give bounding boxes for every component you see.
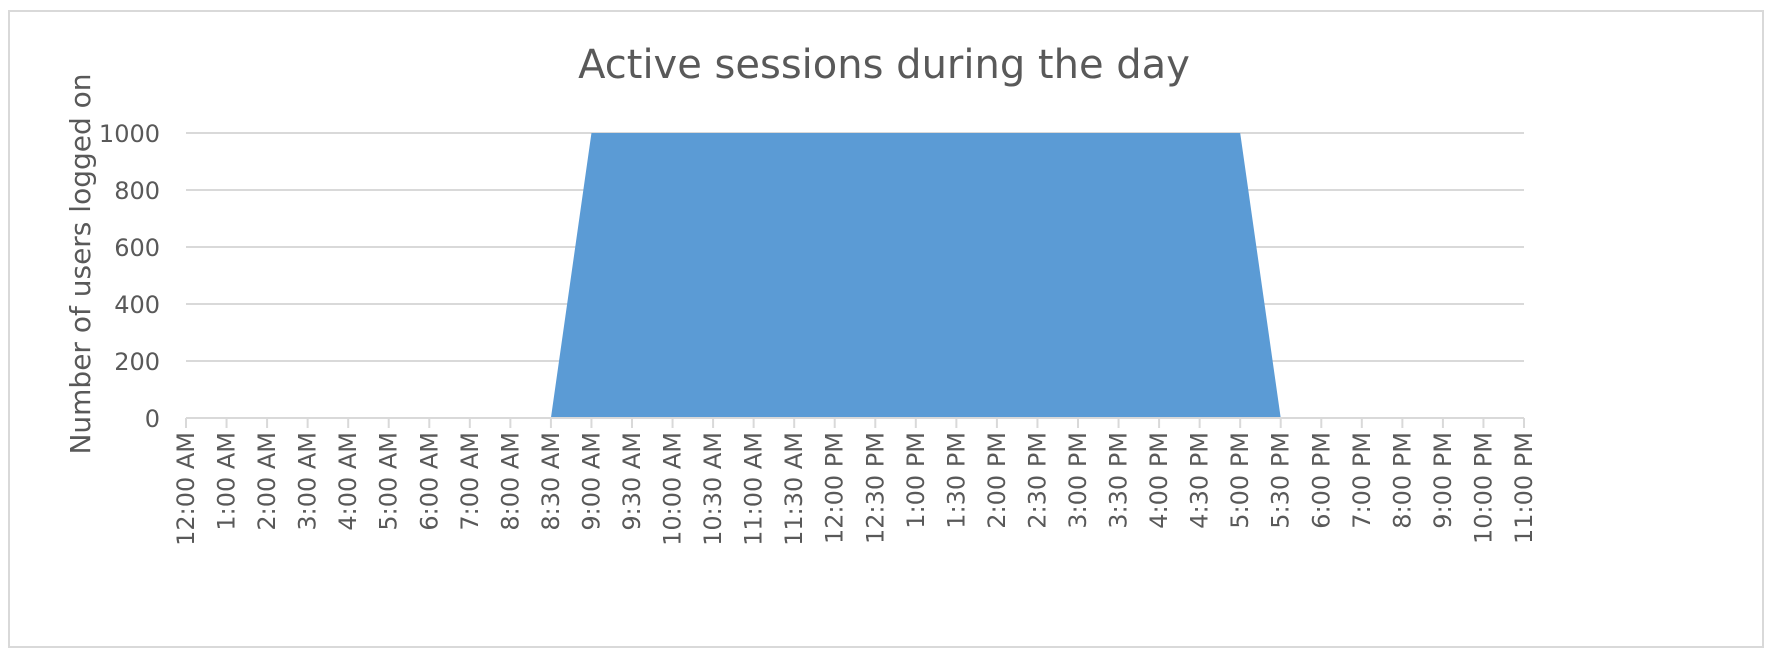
y-tick-label: 800 [114, 177, 160, 205]
y-tick-label: 400 [114, 291, 160, 319]
x-tick-label: 11:00 AM [740, 432, 768, 546]
x-tick-label: 9:30 AM [618, 432, 646, 531]
x-tick-label: 2:00 AM [253, 432, 281, 531]
x-tick-label: 12:00 AM [172, 432, 200, 546]
x-tick-label: 9:00 PM [1429, 432, 1457, 529]
x-tick-label: 3:00 PM [1064, 432, 1092, 529]
chart-frame: 0 200 400 600 800 1000 12:00 AM 1:00 AM 2:00 AM… [8, 10, 1764, 648]
x-tick-label: 6:00 AM [415, 432, 443, 531]
y-tick-label: 0 [145, 405, 160, 433]
x-tick-label: 2:30 PM [1023, 432, 1051, 529]
x-tick-label: 10:30 AM [699, 432, 727, 546]
area-chart: 0 200 400 600 800 1000 12:00 AM 1:00 AM 2:00 AM… [64, 42, 1538, 546]
x-tick-label: 4:30 PM [1186, 432, 1214, 529]
x-tick-label: 6:00 PM [1307, 432, 1335, 529]
x-tick-label: 8:00 PM [1388, 432, 1416, 529]
x-tick-label: 12:30 PM [861, 432, 889, 544]
chart-title: Active sessions during the day [578, 42, 1190, 88]
x-axis [185, 417, 1525, 428]
x-tick-label: 7:00 PM [1348, 432, 1376, 529]
x-tick-label: 1:30 PM [942, 432, 970, 529]
x-tick-label: 5:30 PM [1267, 432, 1295, 529]
x-tick-labels: 12:00 AM 1:00 AM 2:00 AM 3:00 AM 4:00 AM 5:00… [172, 432, 1538, 546]
y-tick-label: 600 [114, 234, 160, 262]
y-tick-label: 1000 [99, 120, 160, 148]
x-tick-label: 5:00 AM [375, 432, 403, 531]
x-tick-label: 5:00 PM [1226, 432, 1254, 529]
x-tick-label: 12:00 PM [821, 432, 849, 544]
x-tick-label: 11:00 PM [1510, 432, 1538, 544]
series-area [186, 133, 1524, 418]
x-tick-label: 1:00 AM [213, 432, 241, 531]
x-tick-label: 10:00 AM [659, 432, 687, 546]
x-tick-label: 10:00 PM [1469, 432, 1497, 544]
y-axis: 0 200 400 600 800 1000 [99, 120, 160, 433]
x-tick-label: 8:30 AM [537, 432, 565, 531]
y-axis-title: Number of users logged on [64, 73, 97, 454]
y-tick-label: 200 [114, 348, 160, 376]
x-tick-label: 3:00 AM [294, 432, 322, 531]
x-tick-label: 4:00 PM [1145, 432, 1173, 529]
x-tick-label: 2:00 PM [983, 432, 1011, 529]
x-tick-label: 7:00 AM [456, 432, 484, 531]
x-tick-label: 8:00 AM [496, 432, 524, 531]
x-tick-label: 1:00 PM [902, 432, 930, 529]
x-tick-label: 3:30 PM [1105, 432, 1133, 529]
x-tick-label: 4:00 AM [334, 432, 362, 531]
x-tick-label: 9:00 AM [577, 432, 605, 531]
x-tick-label: 11:30 AM [780, 432, 808, 546]
